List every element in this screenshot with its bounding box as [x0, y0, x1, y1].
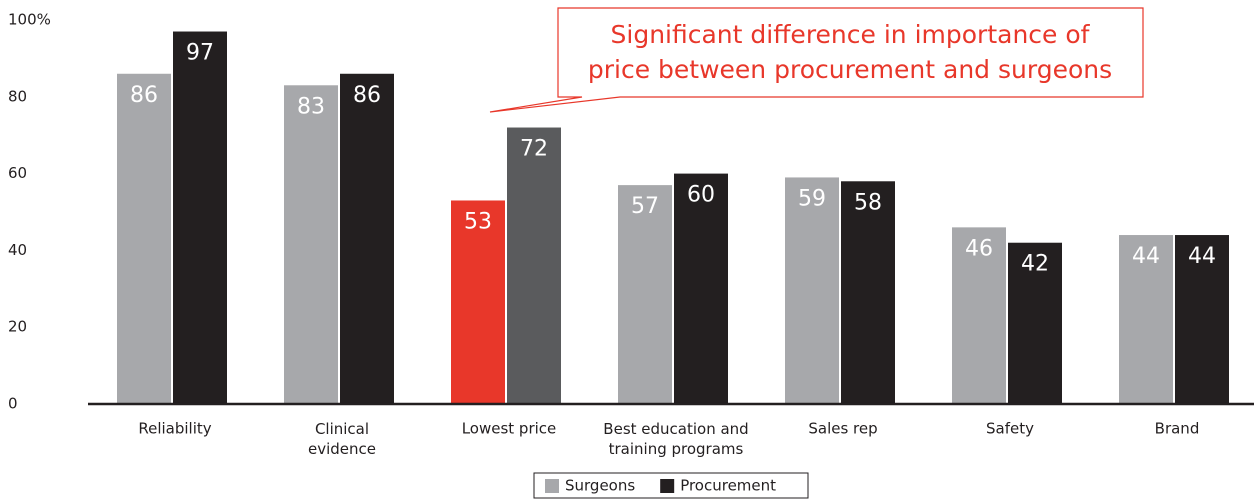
y-tick-label: 20 — [8, 318, 27, 336]
value-label: 83 — [297, 94, 325, 119]
bar — [284, 85, 338, 404]
y-tick-label: 100% — [8, 11, 51, 29]
value-label: 86 — [130, 83, 158, 108]
bar — [841, 181, 895, 404]
bar — [618, 185, 672, 404]
annotation: price between procurement and surgeons — [588, 55, 1112, 84]
value-label: 44 — [1188, 244, 1216, 269]
bar — [340, 73, 394, 404]
bar — [1008, 242, 1062, 404]
x-tick-label: Sales rep — [808, 420, 877, 438]
annotation: Significant difference in importance of — [611, 20, 1091, 49]
value-label: 60 — [687, 183, 715, 208]
value-label: 97 — [186, 41, 214, 66]
y-tick-label: 0 — [8, 395, 18, 413]
value-label: 86 — [353, 83, 381, 108]
bar — [952, 227, 1006, 404]
bar — [507, 127, 561, 405]
y-tick-label: 40 — [8, 241, 27, 259]
legend-swatch — [545, 479, 559, 493]
value-label: 58 — [854, 190, 882, 215]
bar — [674, 173, 728, 404]
bar — [785, 177, 839, 404]
x-tick-label: Lowest price — [462, 420, 557, 438]
x-tick-label: Reliability — [138, 420, 211, 438]
y-tick-label: 60 — [8, 164, 27, 182]
x-tick-label: Safety — [986, 420, 1034, 438]
x-tick-label: Clinical evidence — [308, 420, 376, 458]
legend-label: Surgeons — [565, 477, 635, 495]
value-label: 72 — [520, 137, 548, 162]
value-label: 46 — [965, 236, 993, 261]
legend-swatch — [660, 479, 675, 493]
bar — [173, 31, 227, 405]
value-label: 57 — [631, 194, 659, 219]
bar — [117, 73, 171, 404]
bar — [1119, 235, 1173, 404]
callout — [489, 7, 1144, 113]
legend-label: Procurement — [680, 477, 776, 495]
x-tick-label: Best education and training programs — [603, 420, 748, 458]
bar — [1175, 235, 1229, 404]
y-tick-label: 80 — [8, 87, 27, 105]
bar — [451, 200, 505, 404]
value-label: 59 — [798, 186, 826, 211]
x-tick-label: Brand — [1155, 420, 1200, 438]
value-label: 44 — [1132, 244, 1160, 269]
value-label: 53 — [464, 209, 492, 234]
value-label: 42 — [1021, 252, 1049, 277]
